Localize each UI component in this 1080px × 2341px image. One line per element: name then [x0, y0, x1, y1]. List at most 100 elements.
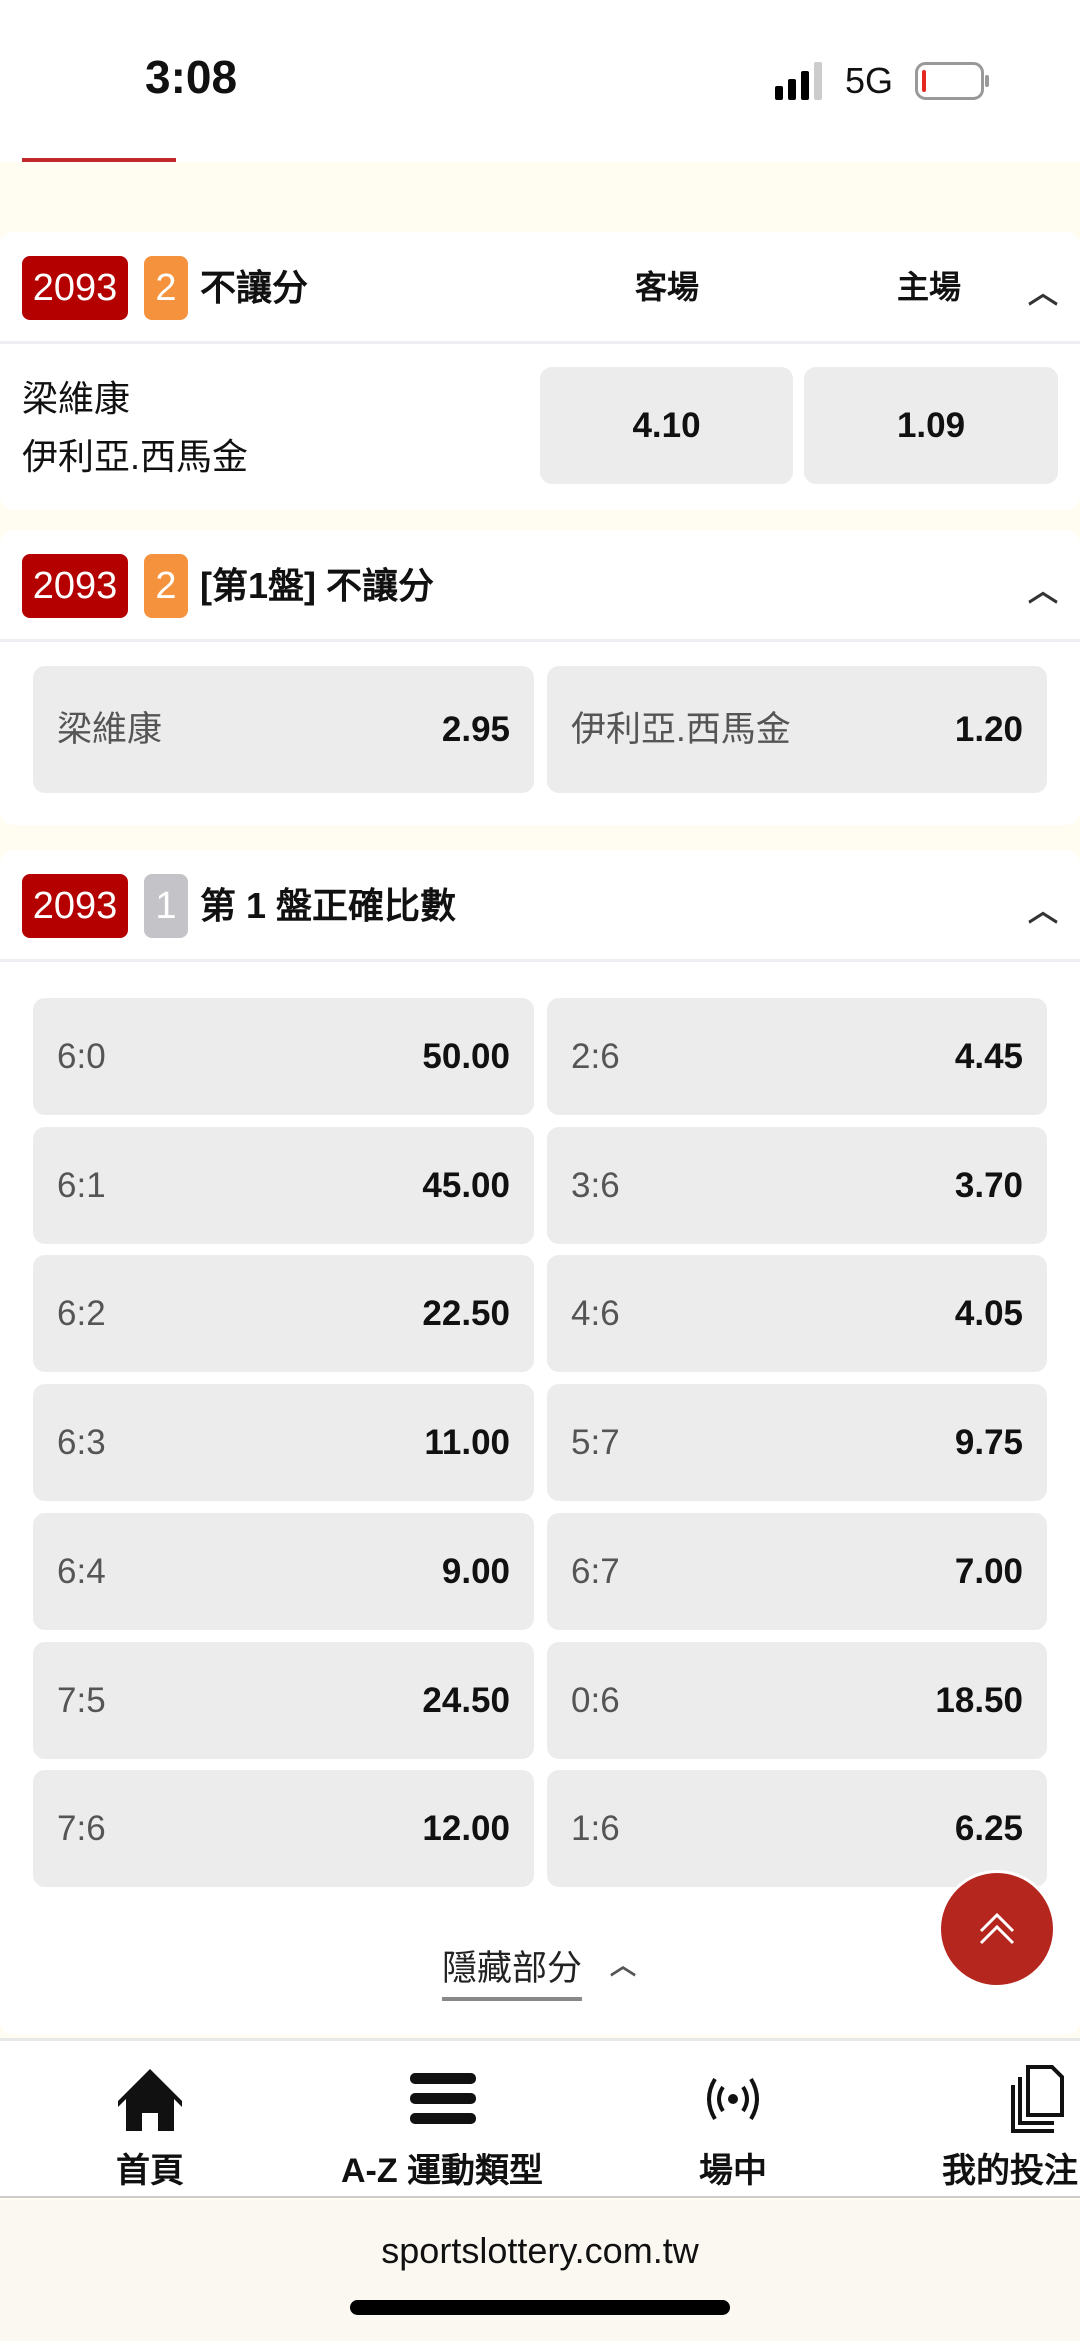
odds-value: 6.25	[954, 1809, 1023, 1849]
score-odds-button[interactable]: 0:6 18.50	[547, 1641, 1047, 1759]
market-header[interactable]: 2093 2 不讓分 客場 主場 ︿	[0, 232, 1080, 344]
market-title: 不讓分	[200, 267, 309, 308]
status-bar: 3:08 5G	[0, 0, 1080, 162]
odds-value: 4.10	[632, 406, 701, 445]
match-id-badge: 2093	[22, 874, 128, 938]
url-label[interactable]: sportslottery.com.tw	[381, 2230, 699, 2271]
odds-button-away[interactable]: 4.10	[540, 367, 793, 484]
score-label: 6:0	[57, 1037, 106, 1076]
odds-button[interactable]: 梁維康 2.95	[33, 666, 534, 793]
market-header[interactable]: 2093 1 第 1 盤正確比數 ︿	[0, 850, 1080, 962]
odds-value: 24.50	[422, 1680, 510, 1720]
nav-label: 我的投注	[942, 2152, 1078, 2190]
odds-value: 45.00	[422, 1165, 510, 1205]
nav-live[interactable]: 場中	[603, 2041, 863, 2198]
score-odds-button[interactable]: 5:7 9.75	[547, 1384, 1047, 1502]
nav-label: 首頁	[116, 2152, 184, 2190]
col-away: 客場	[634, 269, 699, 305]
network-label: 5G	[845, 60, 894, 101]
hide-toggle-link[interactable]: 隱藏部分	[442, 1940, 583, 2001]
score-odds-button[interactable]: 7:6 12.00	[33, 1770, 534, 1888]
odds-value: 9.00	[441, 1551, 510, 1591]
active-tab-indicator	[22, 158, 176, 162]
count-badge: 2	[144, 256, 188, 320]
home-indicator	[350, 2300, 730, 2315]
score-label: 7:6	[57, 1809, 106, 1849]
odds-value: 18.50	[935, 1680, 1023, 1720]
score-label: 7:5	[57, 1680, 106, 1720]
nav-label: A-Z 運動類型	[340, 2152, 544, 2190]
score-odds-button[interactable]: 6:7 7.00	[547, 1512, 1047, 1630]
score-label: 5:7	[571, 1423, 620, 1463]
double-chevron-up-icon	[979, 1912, 1015, 1945]
signal-icon	[775, 62, 822, 100]
score-odds-button[interactable]: 6:0 50.00	[33, 998, 534, 1115]
chevron-up-icon[interactable]: ︿	[1028, 277, 1058, 310]
nav-my-bets[interactable]: 我的投注	[940, 2041, 1080, 2198]
status-time: 3:08	[145, 51, 238, 103]
score-label: 6:3	[57, 1423, 106, 1463]
score-label: 6:4	[57, 1551, 106, 1591]
col-home: 主場	[896, 269, 961, 305]
score-odds-button[interactable]: 4:6 4.05	[547, 1255, 1047, 1373]
home-icon	[118, 2069, 182, 2131]
option-label: 梁維康	[57, 710, 163, 749]
nav-a-z-sports[interactable]: A-Z 運動類型	[312, 2041, 572, 2198]
score-label: 4:6	[571, 1294, 620, 1334]
count-badge: 1	[144, 874, 188, 938]
score-odds-button[interactable]: 7:5 24.50	[33, 1641, 534, 1759]
odds-value: 12.00	[422, 1809, 510, 1849]
odds-value: 7.00	[954, 1551, 1023, 1591]
option-label: 伊利亞.西馬金	[571, 710, 791, 749]
odds-button[interactable]: 伊利亞.西馬金 1.20	[547, 666, 1047, 793]
hide-label: 隱藏部分	[442, 1949, 583, 1988]
odds-value: 9.75	[954, 1423, 1023, 1463]
match-id-badge: 2093	[22, 554, 128, 618]
score-odds-button[interactable]: 6:2 22.50	[33, 1255, 534, 1373]
bottom-nav: 首頁 A-Z 運動類型 場中 我的投注	[0, 2038, 1080, 2198]
score-label: 2:6	[571, 1037, 620, 1076]
browser-bar	[0, 2200, 1080, 2341]
score-odds-button[interactable]: 6:4 9.00	[33, 1512, 534, 1630]
odds-value: 11.00	[424, 1423, 510, 1463]
score-label: 0:6	[571, 1680, 620, 1720]
score-odds-button[interactable]: 6:1 45.00	[33, 1126, 534, 1244]
score-odds-button[interactable]: 6:3 11.00	[33, 1384, 534, 1502]
score-label: 1:6	[571, 1809, 620, 1849]
market-card-no-handicap: 2093 2 不讓分 客場 主場 ︿ 梁維康 伊利亞.西馬金 4.10 1.09	[0, 232, 1080, 510]
odds-value: 2.95	[441, 710, 510, 749]
odds-value: 22.50	[422, 1294, 510, 1334]
odds-value: 4.05	[954, 1294, 1023, 1334]
scroll-to-top-button[interactable]	[938, 1870, 1056, 1988]
team-home: 伊利亞.西馬金	[22, 436, 249, 477]
odds-value: 4.45	[954, 1037, 1023, 1076]
odds-value: 50.00	[422, 1037, 510, 1076]
score-label: 6:7	[571, 1551, 620, 1591]
odds-value: 1.09	[896, 406, 966, 445]
market-title: 第 1 盤正確比數	[200, 885, 457, 926]
odds-value: 3.70	[954, 1165, 1023, 1205]
score-odds-button[interactable]: 2:6 4.45	[547, 998, 1047, 1115]
odds-button-home[interactable]: 1.09	[804, 367, 1058, 484]
score-odds-button[interactable]: 1:6 6.25	[547, 1770, 1047, 1888]
chevron-up-icon[interactable]: ︿	[1028, 575, 1058, 608]
market-title: [第1盤] 不讓分	[200, 565, 435, 606]
live-icon	[707, 2077, 759, 2121]
market-card-set1-correct-score: 2093 1 第 1 盤正確比數 ︿ 6:0 50.00 2:6 4.45 6:1 45.…	[0, 850, 1080, 2035]
score-odds-button[interactable]: 3:6 3.70	[547, 1126, 1047, 1244]
team-away: 梁維康	[22, 378, 131, 419]
market-header[interactable]: 2093 2 [第1盤] 不讓分 ︿	[0, 530, 1080, 642]
score-label: 6:2	[57, 1294, 106, 1334]
score-label: 3:6	[571, 1165, 620, 1205]
market-card-set1-no-handicap: 2093 2 [第1盤] 不讓分 ︿ 梁維康 2.95 伊利亞.西馬金 1.20	[0, 530, 1080, 825]
nav-label: 場中	[699, 2152, 767, 2190]
nav-home[interactable]: 首頁	[20, 2041, 280, 2198]
match-id-badge: 2093	[22, 256, 128, 320]
documents-icon	[1011, 2065, 1064, 2133]
battery-icon	[915, 62, 989, 100]
chevron-up-icon[interactable]: ︿	[610, 1950, 637, 1980]
menu-icon	[410, 2073, 476, 2124]
odds-value: 1.20	[954, 710, 1023, 749]
score-label: 6:1	[57, 1165, 106, 1205]
chevron-up-icon[interactable]: ︿	[1028, 895, 1058, 928]
